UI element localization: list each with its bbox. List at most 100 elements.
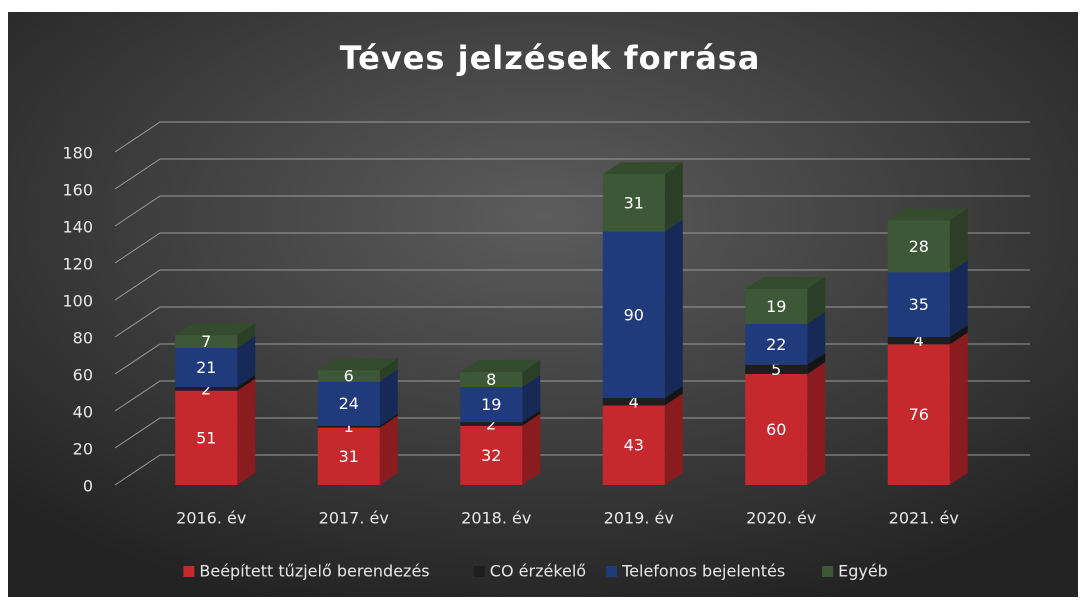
value-label: 19 [766,297,786,316]
bar-side [664,386,683,406]
y-tick-label: 120 [62,255,93,274]
bar-side [379,413,398,428]
bar-side [379,358,398,382]
bar-top [460,360,541,373]
bar-segment [175,336,256,387]
grid-line [114,158,1030,190]
bar-segment [745,352,826,374]
bar-side [664,219,683,399]
bar-segment [317,369,398,426]
y-tick-label: 0 [83,477,93,496]
bar-top [887,208,968,221]
bar-side [949,332,968,485]
bar-side [237,323,256,349]
bar-front [887,344,950,485]
value-label: 21 [196,358,216,377]
x-tick-label: 2017. év [319,509,389,528]
bar-front [602,231,665,399]
bar-side [522,413,541,485]
x-tick-label: 2021. év [889,509,959,528]
grid-line [114,380,1030,412]
bar-segment [887,325,968,345]
legend-swatch [183,566,195,577]
value-label: 43 [624,436,644,455]
bar-side [237,374,256,391]
bar-side [664,162,683,232]
bar-segment [175,378,256,485]
value-label: 35 [909,295,929,314]
y-tick-label: 20 [73,440,93,459]
value-label: 28 [909,237,929,256]
bar-top [602,162,683,175]
chart-title: Téves jelzések forrása [340,39,761,77]
bar-side [664,393,683,485]
value-label: 31 [339,447,359,466]
bar-front [317,425,380,428]
value-label: 1 [344,417,354,436]
legend-swatch [822,566,834,577]
grid-line [114,417,1030,449]
bar-front [602,174,665,232]
bar-side [237,336,256,387]
x-tick-label: 2018. év [461,509,531,528]
bar-side [522,374,541,423]
bar-front [175,348,238,387]
y-tick-label: 180 [62,144,93,163]
bar-side [379,369,398,426]
bar-front [887,220,950,273]
value-label: 90 [624,305,644,324]
bar-segment [602,393,683,485]
value-label: 51 [196,428,216,447]
value-label: 7 [201,332,211,351]
bar-front [460,372,523,387]
legend-label: Egyéb [838,562,888,581]
value-label: 76 [909,405,929,424]
bar-segment [317,413,398,428]
value-label: 24 [339,394,359,413]
bar-side [522,360,541,387]
bar-side [949,260,968,337]
bar-side [807,362,826,485]
value-label: 8 [486,370,496,389]
bar-side [237,378,256,485]
bar-front [175,390,238,485]
bar-segment [745,362,826,485]
value-label: 6 [344,366,354,385]
bar-front [602,398,665,406]
bar-front [317,427,380,485]
legend-label: Beépített tűzjelő berendezés [199,562,429,581]
bar-segment [602,386,683,406]
bar-segment [887,260,968,337]
legend-label: Telefonos bejelentés [621,562,785,581]
bar-segment [175,323,256,349]
bar-front [175,386,238,391]
bar-side [807,312,826,365]
bar-side [807,276,826,325]
bar-front [460,386,523,423]
legend-label: CO érzékelő [490,562,586,581]
bar-top [745,276,826,289]
y-tick-label: 80 [73,329,93,348]
value-label: 31 [624,193,644,212]
bar-front [175,335,238,349]
x-tick-label: 2016. év [176,509,246,528]
bar-segment [745,276,826,325]
value-label: 2 [486,414,496,433]
bar-segment [887,208,968,273]
y-tick-label: 60 [73,366,93,385]
bar-segment [460,413,541,485]
value-label: 5 [771,360,781,379]
bar-front [745,374,808,485]
y-tick-label: 40 [73,403,93,422]
bar-front [317,381,380,426]
y-tick-label: 160 [62,181,93,200]
value-label: 60 [766,420,786,439]
bar-front [887,272,950,337]
bar-segment [317,415,398,485]
bar-top [317,358,398,371]
bar-front [745,364,808,374]
value-label: 4 [914,331,924,350]
bar-segment [602,162,683,232]
bar-front [460,422,523,426]
x-tick-label: 2019. év [604,509,674,528]
